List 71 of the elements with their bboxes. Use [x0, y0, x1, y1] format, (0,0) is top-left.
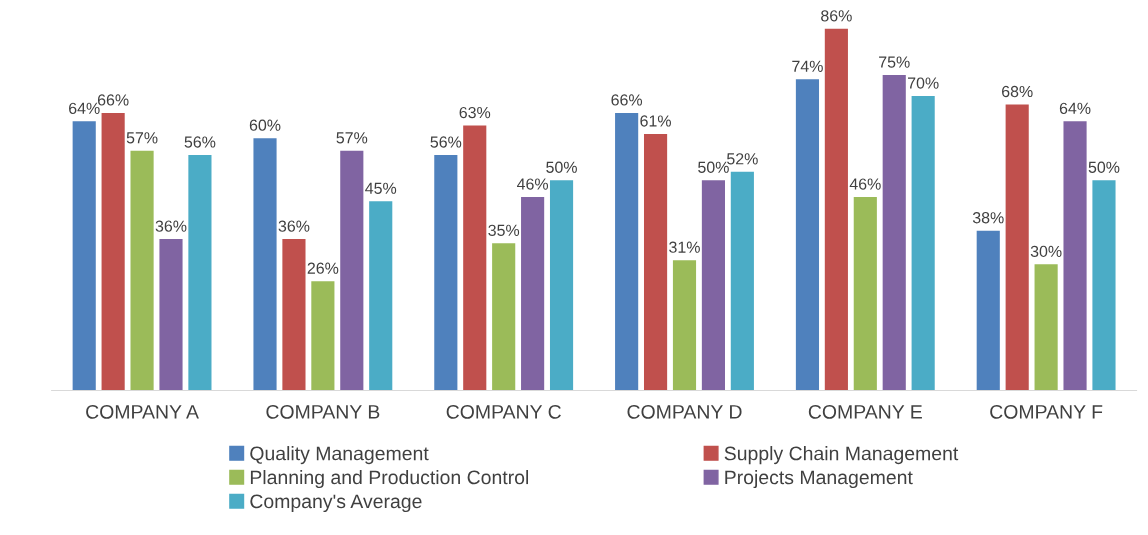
bar [188, 154, 212, 391]
x-tick-label: COMPANY D [627, 404, 742, 419]
bar [795, 79, 820, 391]
data-label: 31% [669, 241, 700, 253]
bar [643, 133, 668, 391]
data-label: 86% [821, 10, 852, 22]
bar [130, 150, 154, 391]
data-label: 66% [611, 94, 643, 106]
data-label: 52% [727, 153, 758, 165]
data-label: 45% [365, 182, 397, 194]
data-label: 46% [849, 178, 881, 190]
data-label: 57% [126, 132, 158, 144]
bar [159, 239, 183, 391]
data-label: 56% [430, 136, 462, 148]
data-label: 38% [972, 212, 1004, 224]
data-label: 64% [1059, 102, 1091, 115]
data-label: 63% [459, 106, 491, 119]
x-tick-label: COMPANY F [990, 404, 1103, 419]
x-tick-label: COMPANY A [86, 404, 199, 419]
data-label: 35% [488, 224, 520, 236]
bar [853, 197, 877, 391]
x-tick-label: COMPANY C [446, 404, 561, 419]
x-tick-label: COMPANY E [808, 404, 922, 419]
data-label: 64% [69, 102, 100, 115]
bar [521, 197, 545, 391]
legend-label: Company's Average [250, 494, 422, 513]
bar [311, 281, 335, 391]
bar [615, 112, 639, 391]
bar [1063, 121, 1087, 391]
data-label: 74% [792, 60, 823, 72]
bar [976, 230, 1000, 391]
data-label: 36% [155, 220, 187, 232]
bar [369, 201, 393, 391]
data-label: 70% [908, 77, 939, 89]
bar [1034, 264, 1058, 391]
data-label: 61% [640, 115, 671, 127]
data-label: 30% [1030, 245, 1062, 258]
bar [672, 260, 697, 391]
bar [282, 239, 306, 391]
data-label: 68% [1002, 85, 1033, 98]
bar [1005, 104, 1029, 391]
data-label: 57% [336, 132, 368, 144]
bar [101, 112, 125, 391]
data-label: 50% [546, 161, 577, 173]
bar [253, 138, 277, 391]
bar [911, 96, 935, 391]
bar [492, 243, 516, 391]
data-label: 56% [184, 136, 216, 148]
data-label: 66% [97, 94, 129, 106]
bar [463, 125, 487, 391]
x-tick-label: COMPANY B [266, 404, 380, 419]
bar [824, 28, 848, 391]
data-label: 46% [517, 178, 549, 190]
data-label: 60% [249, 119, 281, 131]
legend-label: Projects Management [725, 469, 913, 489]
bar [340, 150, 364, 391]
data-label: 75% [879, 56, 910, 68]
bar [434, 154, 458, 391]
data-label: 36% [278, 220, 310, 232]
legend-label: Planning and Production Control [250, 469, 529, 489]
bar [72, 121, 96, 391]
data-label: 50% [1088, 161, 1120, 173]
legend-label: Supply Chain Management [724, 446, 959, 465]
legend-label: Quality Management [250, 446, 429, 465]
data-label: 26% [307, 262, 339, 274]
bar [882, 75, 906, 391]
bar [549, 180, 574, 391]
bar [1092, 180, 1116, 391]
bar [701, 180, 725, 391]
data-label: 50% [698, 161, 729, 173]
bar [730, 171, 754, 391]
